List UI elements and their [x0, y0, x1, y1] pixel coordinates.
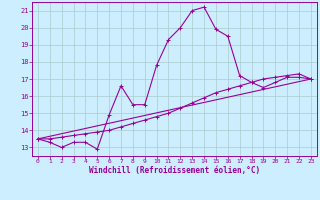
X-axis label: Windchill (Refroidissement éolien,°C): Windchill (Refroidissement éolien,°C) [89, 166, 260, 175]
